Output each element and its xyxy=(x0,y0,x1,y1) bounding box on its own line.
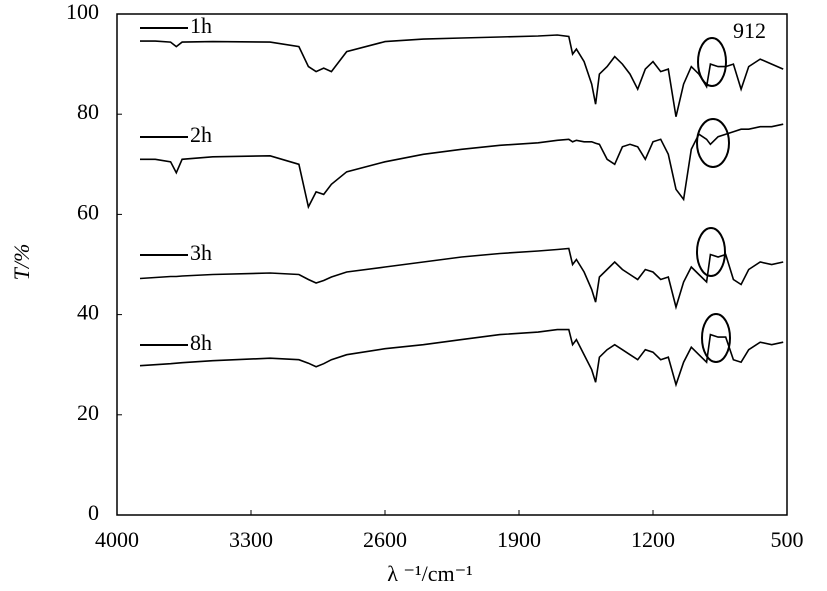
y-tick-label: 20 xyxy=(77,400,99,425)
y-tick-label: 0 xyxy=(88,500,99,525)
spectrum-line xyxy=(140,34,784,117)
legend-label: 3h xyxy=(190,240,212,265)
spectrum-line xyxy=(140,123,784,210)
x-tick-label: 4000 xyxy=(95,527,139,552)
plot-frame xyxy=(116,13,788,516)
spectrum-line xyxy=(139,247,784,311)
y-tick-label: 100 xyxy=(66,0,99,24)
y-tick-label: 60 xyxy=(77,199,99,224)
highlight-circle xyxy=(701,313,731,363)
y-axis-label: T/% xyxy=(9,244,34,281)
highlight-circle xyxy=(696,227,726,277)
annotation: 912 xyxy=(733,18,766,43)
highlight-circle xyxy=(696,118,730,168)
legend-label: 2h xyxy=(190,122,212,147)
highlight-circle xyxy=(697,37,727,87)
x-tick-label: 1900 xyxy=(497,527,541,552)
x-tick-label: 1200 xyxy=(631,527,675,552)
x-tick-label: 2600 xyxy=(363,527,407,552)
x-tick-label: 3300 xyxy=(229,527,273,552)
y-tick-label: 80 xyxy=(77,99,99,124)
spectrum-line xyxy=(139,328,784,388)
x-tick-label: 500 xyxy=(771,527,804,552)
x-axis-label: λ ⁻¹/cm⁻¹ xyxy=(387,561,473,586)
legend-label: 8h xyxy=(190,330,212,355)
legend-label: 1h xyxy=(190,13,212,38)
y-tick-label: 40 xyxy=(77,300,99,325)
